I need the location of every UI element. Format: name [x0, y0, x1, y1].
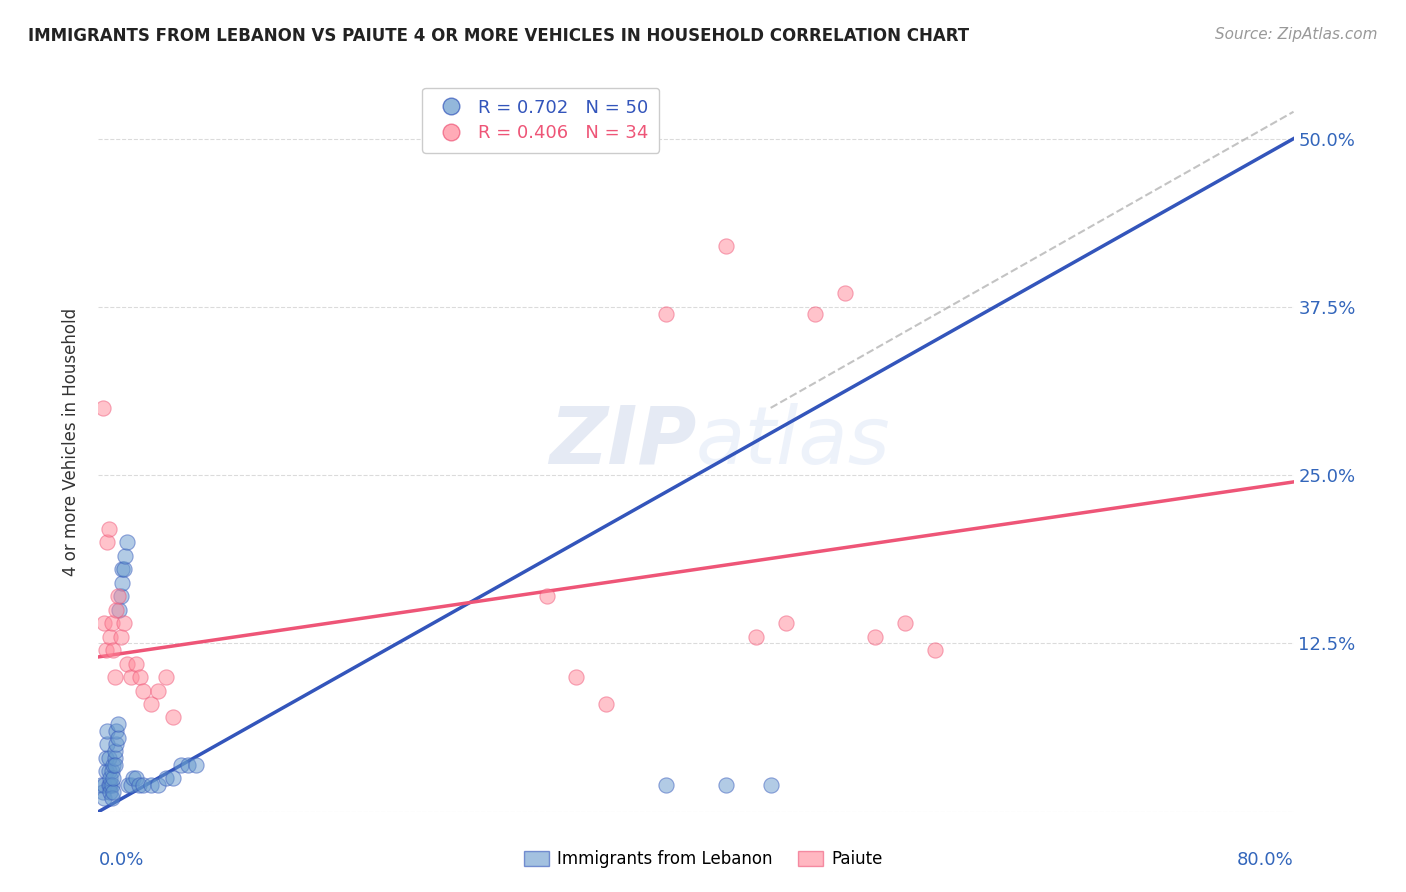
Point — [94, 751, 117, 765]
Point — [91, 401, 114, 415]
Point — [177, 757, 200, 772]
Point — [96, 535, 118, 549]
Point — [101, 778, 124, 792]
Point — [115, 657, 138, 671]
Text: IMMIGRANTS FROM LEBANON VS PAIUTE 4 OR MORE VEHICLES IN HOUSEHOLD CORRELATION CH: IMMIGRANTS FROM LEBANON VS PAIUTE 4 OR M… — [28, 27, 969, 45]
Legend: R = 0.702   N = 50, R = 0.406   N = 34: R = 0.702 N = 50, R = 0.406 N = 34 — [422, 87, 659, 153]
Point — [93, 778, 115, 792]
Point — [804, 307, 827, 321]
Point — [132, 778, 155, 792]
Point — [139, 778, 162, 792]
Point — [162, 710, 184, 724]
Point — [97, 751, 120, 765]
Point — [104, 670, 127, 684]
Point — [97, 764, 120, 779]
Point — [103, 784, 125, 798]
Point — [595, 697, 617, 711]
Point — [120, 670, 142, 684]
Point — [103, 757, 125, 772]
Point — [111, 562, 134, 576]
Point — [111, 575, 134, 590]
Legend: Immigrants from Lebanon, Paiute: Immigrants from Lebanon, Paiute — [517, 844, 889, 875]
Point — [155, 670, 177, 684]
Point — [101, 616, 124, 631]
Point — [112, 562, 135, 576]
Point — [103, 771, 125, 785]
Point — [120, 778, 142, 792]
Point — [101, 764, 124, 779]
Point — [98, 771, 122, 785]
Point — [98, 784, 122, 798]
Point — [565, 670, 588, 684]
Point — [103, 643, 125, 657]
Point — [97, 778, 120, 792]
Point — [93, 616, 115, 631]
Point — [115, 535, 138, 549]
Point — [105, 738, 128, 752]
Point — [112, 616, 135, 631]
Point — [128, 778, 150, 792]
Text: Source: ZipAtlas.com: Source: ZipAtlas.com — [1215, 27, 1378, 42]
Point — [714, 778, 737, 792]
Point — [148, 778, 170, 792]
Point — [655, 307, 678, 321]
Point — [536, 590, 558, 604]
Point — [110, 590, 132, 604]
Point — [714, 239, 737, 253]
Point — [148, 683, 170, 698]
Point — [104, 744, 127, 758]
Point — [775, 616, 797, 631]
Point — [107, 717, 129, 731]
Point — [105, 723, 128, 738]
Point — [96, 738, 118, 752]
Point — [129, 670, 152, 684]
Point — [865, 630, 887, 644]
Point — [105, 603, 128, 617]
Point — [132, 683, 155, 698]
Point — [97, 522, 120, 536]
Point — [894, 616, 917, 631]
Point — [108, 603, 131, 617]
Point — [169, 757, 191, 772]
Point — [90, 778, 112, 792]
Point — [184, 757, 207, 772]
Point — [834, 286, 856, 301]
Point — [104, 751, 127, 765]
Point — [155, 771, 177, 785]
Point — [110, 630, 132, 644]
Text: 0.0%: 0.0% — [98, 851, 143, 869]
Text: 80.0%: 80.0% — [1237, 851, 1294, 869]
Point — [114, 549, 136, 563]
Point — [924, 643, 946, 657]
Point — [94, 643, 117, 657]
Point — [139, 697, 162, 711]
Point — [94, 764, 117, 779]
Point — [104, 757, 127, 772]
Point — [655, 778, 678, 792]
Point — [98, 630, 122, 644]
Point — [96, 723, 118, 738]
Text: ZIP: ZIP — [548, 402, 696, 481]
Point — [101, 791, 124, 805]
Y-axis label: 4 or more Vehicles in Household: 4 or more Vehicles in Household — [62, 308, 80, 575]
Point — [107, 731, 129, 745]
Point — [125, 771, 148, 785]
Text: atlas: atlas — [696, 402, 891, 481]
Point — [162, 771, 184, 785]
Point — [98, 778, 122, 792]
Point — [107, 590, 129, 604]
Point — [121, 771, 143, 785]
Point — [125, 657, 148, 671]
Point — [745, 630, 768, 644]
Point — [759, 778, 782, 792]
Point — [117, 778, 139, 792]
Point — [91, 784, 114, 798]
Point — [93, 791, 115, 805]
